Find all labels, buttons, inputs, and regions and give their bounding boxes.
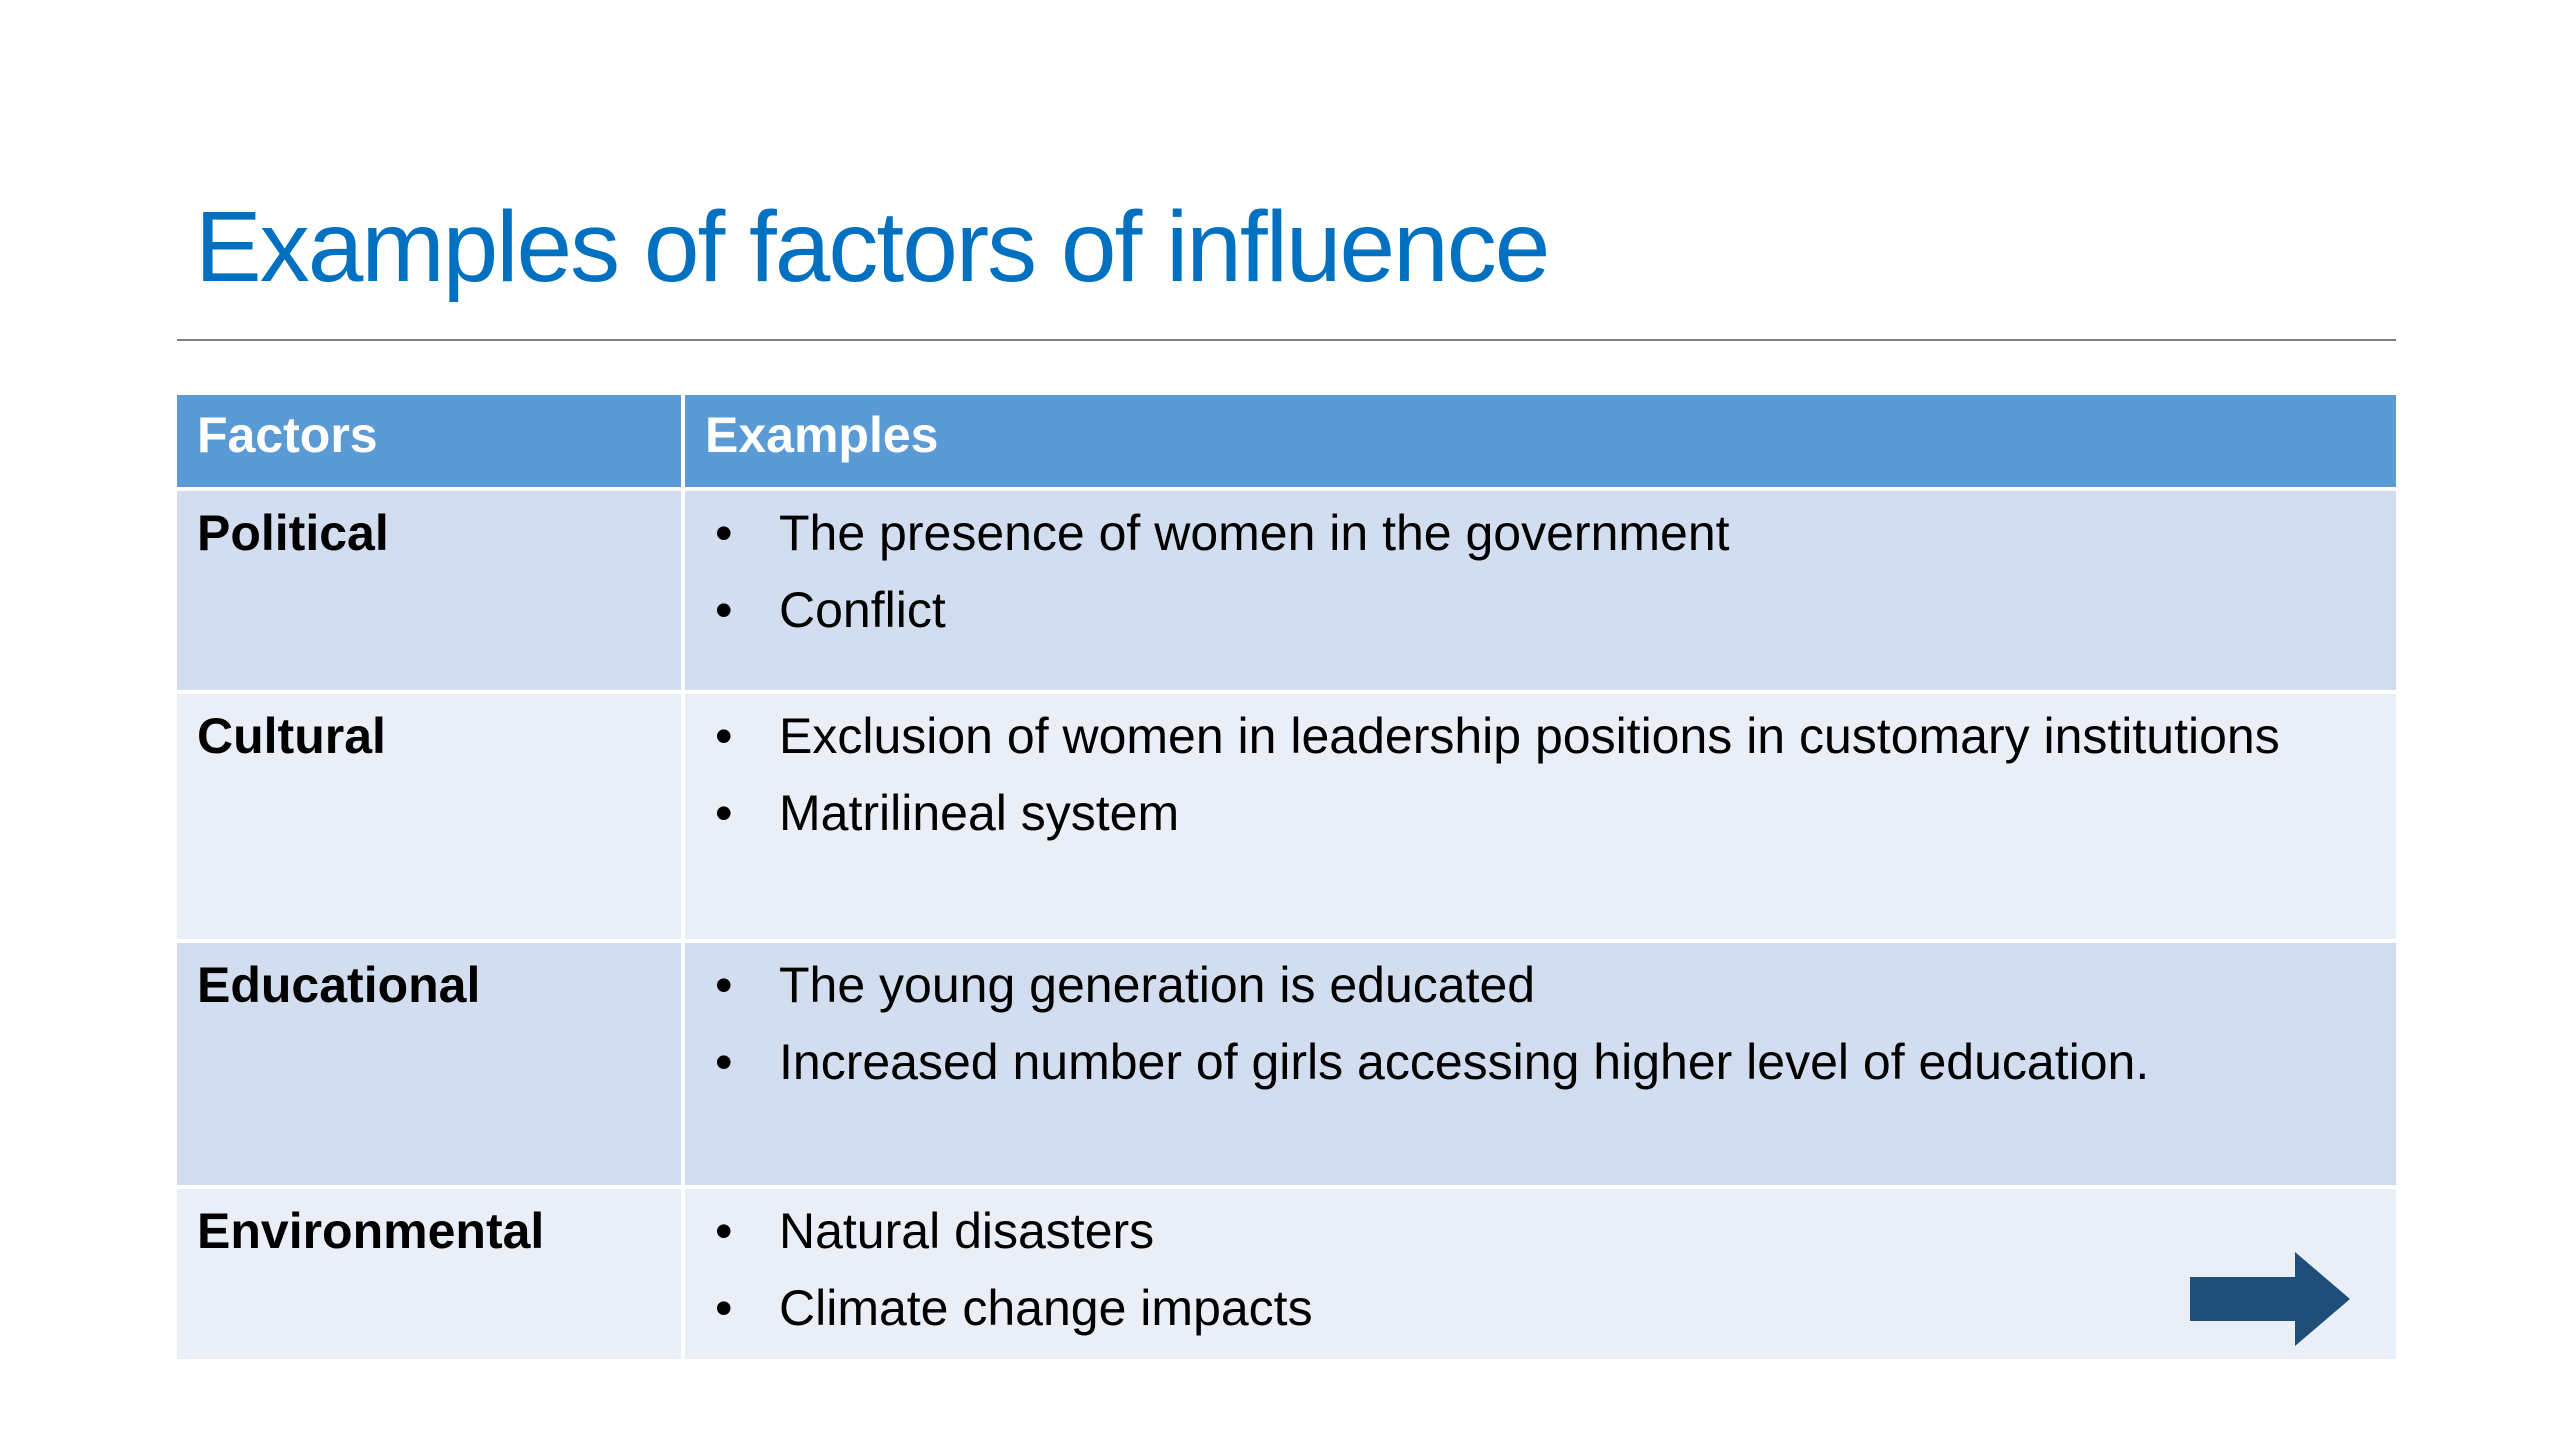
table-row: Cultural Exclusion of women in leadership… (177, 690, 2396, 943)
column-header: Examples (681, 395, 2396, 491)
title-rule (177, 339, 2396, 341)
factor-cell: Environmental (177, 1185, 685, 1363)
example-item: Natural disasters (715, 1193, 2376, 1270)
factor-cell: Political (177, 487, 685, 694)
column-header: Factors (177, 395, 685, 491)
example-item: Exclusion of women in leadership positio… (715, 698, 2376, 775)
example-item: Climate change impacts (715, 1270, 2376, 1347)
example-item: The presence of women in the government (715, 495, 2376, 572)
examples-cell: The young generation is educatedIncrease… (681, 939, 2396, 1189)
table-body: PoliticalThe presence of women in the go… (177, 487, 2396, 1363)
example-list: The young generation is educatedIncrease… (705, 947, 2376, 1101)
example-item: Conflict (715, 572, 2376, 649)
examples-cell: Exclusion of women in leadership positio… (681, 690, 2396, 943)
examples-cell: Natural disastersClimate change impacts (681, 1185, 2396, 1363)
example-item: The young generation is educated (715, 947, 2376, 1024)
factor-cell: Cultural (177, 690, 685, 943)
slide-title: Examples of factors of influence (195, 191, 1550, 303)
table-row: EnvironmentalNatural disastersClimate ch… (177, 1185, 2396, 1363)
arrow-shape (2190, 1252, 2350, 1346)
example-item: Increased number of girls accessing high… (715, 1024, 2376, 1101)
header-row: Factors Examples (177, 395, 2396, 491)
example-list: Natural disastersClimate change impacts (705, 1193, 2376, 1347)
table-row: PoliticalThe presence of women in the go… (177, 487, 2396, 694)
example-list: The presence of women in the governmentC… (705, 495, 2376, 649)
example-item: Matrilineal system (715, 775, 2376, 852)
example-list: Exclusion of women in leadership positio… (705, 698, 2376, 852)
next-arrow[interactable] (2190, 1252, 2350, 1346)
factor-cell: Educational (177, 939, 685, 1189)
examples-cell: The presence of women in the governmentC… (681, 487, 2396, 694)
table-row: EducationalThe young generation is educa… (177, 939, 2396, 1189)
